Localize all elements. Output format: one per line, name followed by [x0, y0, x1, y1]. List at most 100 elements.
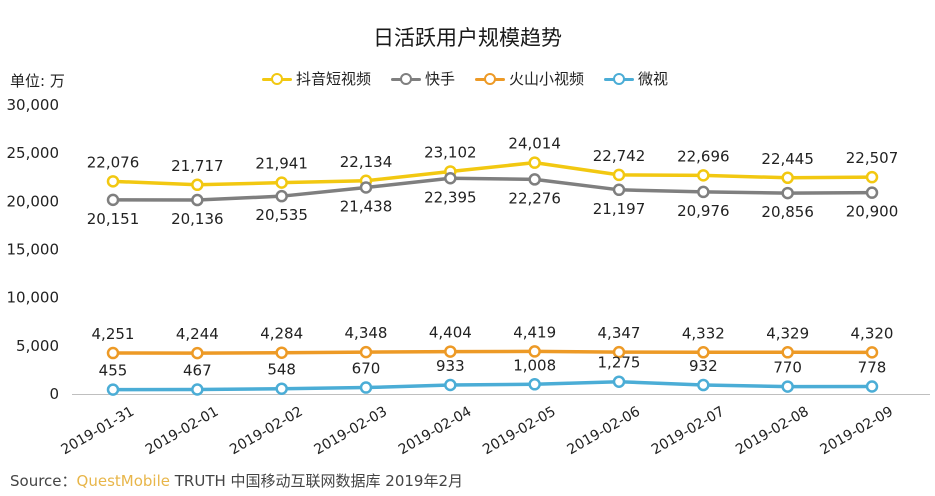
series-line-huoshan [112, 349, 873, 355]
y-tick-label: 0 [49, 385, 59, 403]
data-point-huoshan [528, 345, 541, 358]
data-point-kuaishou [106, 193, 120, 207]
data-label-weishi: 1,008 [513, 356, 556, 374]
data-label-douyin: 22,507 [846, 149, 899, 167]
legend-swatch-kuaishou [391, 72, 422, 86]
data-point-kuaishou [359, 181, 373, 194]
data-label-huoshan: 4,251 [92, 325, 135, 343]
data-label-huoshan: 4,347 [598, 324, 641, 342]
series-line-weishi [112, 379, 873, 392]
data-point-kuaishou [781, 186, 794, 200]
data-point-kuaishou [528, 173, 541, 186]
legend: 抖音短视频 快手 火山小视频 微视 [262, 68, 668, 89]
data-label-weishi: 1,275 [598, 354, 641, 372]
y-tick-label: 10,000 [7, 289, 60, 307]
source-rest: TRUTH 中国移动互联网数据库 2019年2月 [169, 472, 464, 490]
data-point-douyin [275, 176, 288, 189]
data-point-weishi [865, 380, 879, 393]
x-tick-label: 2019-02-06 [565, 404, 644, 459]
data-label-huoshan: 4,329 [766, 324, 809, 342]
source-note: Source：QuestMobile TRUTH 中国移动互联网数据库 2019… [10, 470, 463, 491]
data-label-kuaishou: 20,136 [171, 210, 224, 228]
data-point-douyin [191, 178, 204, 192]
y-tick-label: 25,000 [7, 144, 60, 162]
data-point-huoshan [865, 346, 879, 359]
data-point-huoshan [275, 346, 288, 359]
x-tick-label: 2019-02-07 [649, 404, 727, 459]
series-line-kuaishou [112, 176, 873, 202]
legend-label-kuaishou: 快手 [425, 70, 456, 88]
data-point-weishi [444, 378, 457, 392]
data-point-huoshan [444, 345, 457, 358]
data-point-weishi [275, 382, 288, 395]
legend-label-douyin: 抖音短视频 [296, 70, 372, 88]
data-label-huoshan: 4,332 [682, 324, 725, 342]
legend-item-weishi: 微视 [604, 68, 668, 89]
data-label-kuaishou: 20,151 [87, 210, 140, 228]
data-label-weishi: 770 [773, 359, 802, 377]
data-label-kuaishou: 21,197 [593, 200, 646, 218]
data-point-weishi [781, 380, 794, 393]
data-label-huoshan: 4,244 [176, 325, 219, 343]
data-point-weishi [528, 378, 541, 391]
data-label-douyin: 23,102 [424, 143, 477, 161]
data-label-huoshan: 4,348 [345, 324, 388, 342]
data-point-weishi [191, 383, 204, 396]
x-tick-label: 2019-02-01 [143, 404, 221, 459]
legend-item-douyin: 抖音短视频 [262, 68, 371, 89]
x-tick-label: 2019-02-02 [227, 404, 305, 459]
data-point-douyin [528, 156, 541, 169]
legend-label-huoshan: 火山小视频 [509, 70, 585, 88]
data-point-kuaishou [612, 183, 626, 197]
data-label-douyin: 21,941 [255, 155, 308, 173]
x-tick-label: 2019-02-05 [480, 404, 558, 459]
data-point-huoshan [612, 345, 626, 359]
data-point-weishi [106, 383, 120, 396]
legend-swatch-huoshan [475, 72, 506, 86]
x-tick-label: 2019-02-09 [818, 404, 896, 459]
series-line-douyin [112, 160, 873, 187]
data-point-douyin [697, 169, 710, 182]
legend-item-kuaishou: 快手 [391, 68, 455, 89]
data-label-douyin: 22,134 [340, 153, 393, 171]
data-point-kuaishou [444, 172, 457, 185]
data-point-kuaishou [865, 186, 879, 199]
data-label-huoshan: 4,284 [260, 325, 303, 343]
data-point-kuaishou [697, 185, 710, 199]
data-label-douyin: 22,696 [677, 147, 730, 165]
data-point-huoshan [106, 346, 120, 360]
legend-swatch-weishi [604, 72, 635, 86]
data-label-douyin: 21,717 [171, 157, 224, 175]
legend-item-huoshan: 火山小视频 [475, 68, 584, 89]
data-label-kuaishou: 22,276 [508, 189, 561, 207]
data-point-huoshan [697, 346, 710, 359]
y-tick-label: 5,000 [16, 337, 59, 355]
data-point-weishi [612, 375, 626, 388]
y-tick-label: 30,000 [7, 96, 60, 114]
data-point-huoshan [359, 345, 373, 359]
data-label-weishi: 670 [352, 360, 381, 378]
data-label-weishi: 455 [99, 362, 128, 380]
data-label-kuaishou: 21,438 [340, 197, 393, 215]
x-tick-label: 2019-01-31 [59, 404, 137, 459]
unit-label: 单位: 万 [10, 72, 65, 90]
legend-swatch-douyin [262, 72, 292, 86]
data-label-douyin: 24,014 [508, 135, 561, 153]
data-point-douyin [106, 175, 120, 188]
data-point-huoshan [191, 346, 204, 360]
data-label-huoshan: 4,419 [513, 323, 556, 341]
data-label-kuaishou: 20,900 [846, 203, 899, 221]
data-point-kuaishou [191, 193, 204, 207]
chart-title: 日活跃用户规模趋势 [373, 26, 562, 50]
data-label-huoshan: 4,320 [851, 324, 894, 342]
source-prefix: Source： [10, 472, 77, 490]
legend-label-weishi: 微视 [638, 70, 669, 88]
data-point-douyin [781, 171, 794, 185]
data-point-douyin [612, 168, 626, 182]
x-tick-label: 2019-02-04 [396, 404, 475, 459]
data-label-weishi: 778 [858, 359, 887, 377]
y-tick-label: 15,000 [7, 241, 60, 259]
data-point-kuaishou [275, 189, 288, 203]
data-label-kuaishou: 20,976 [677, 202, 730, 220]
